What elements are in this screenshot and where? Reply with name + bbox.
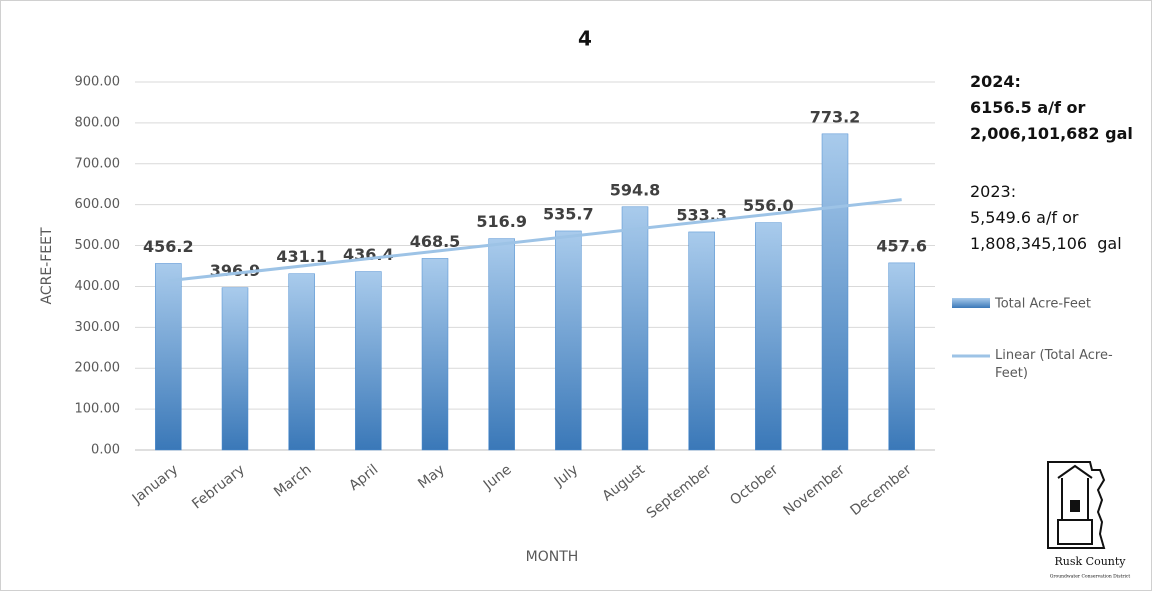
- logo-name: Rusk County: [1054, 555, 1126, 568]
- x-tick-label: September: [644, 462, 715, 522]
- bar: [688, 231, 715, 451]
- y-tick-label: 900.00: [75, 75, 121, 90]
- x-tick-label: July: [551, 462, 581, 491]
- y-tick-label: 800.00: [75, 115, 121, 130]
- y-tick-label: 700.00: [75, 156, 121, 171]
- x-tick-label: August: [599, 461, 648, 504]
- legend-label: Total Acre-Feet: [994, 297, 1091, 312]
- trendline: [168, 198, 902, 283]
- bar: [555, 230, 582, 451]
- annotation: 2,006,101,682 gal: [970, 124, 1133, 143]
- y-tick-label: 0.00: [91, 443, 120, 458]
- x-tick-label: June: [480, 462, 515, 494]
- legend-swatch: [952, 298, 990, 308]
- logo-subtitle: Groundwater Conservation District: [1050, 574, 1131, 580]
- data-label: 594.8: [610, 180, 661, 199]
- annotation: 5,549.6 a/f or: [970, 208, 1079, 227]
- y-tick-label: 500.00: [75, 238, 121, 253]
- x-tick-label: April: [346, 462, 381, 494]
- x-tick-label: November: [781, 462, 848, 520]
- chart-title: 4: [578, 27, 592, 51]
- bar: [621, 206, 649, 451]
- logo: Rusk County Groundwater Conservation Dis…: [1047, 461, 1131, 580]
- y-axis-label: ACRE-FEET: [39, 227, 55, 304]
- annotation: 2023:: [970, 182, 1017, 201]
- bar: [421, 258, 449, 451]
- bar: [155, 263, 182, 451]
- legend-label: Linear (Total Acre-Feet): [995, 348, 1113, 381]
- data-label: 456.2: [143, 237, 194, 256]
- x-axis-label: MONTH: [526, 549, 579, 565]
- x-tick-label: May: [415, 462, 448, 492]
- bar: [488, 238, 515, 451]
- y-tick-label: 300.00: [75, 320, 121, 335]
- data-label: 556.0: [743, 196, 794, 215]
- y-tick-label: 400.00: [75, 279, 121, 294]
- annotation: 1,808,345,106 gal: [970, 234, 1122, 253]
- x-tick-label: December: [848, 462, 915, 519]
- bar: [355, 271, 382, 451]
- bar: [821, 133, 849, 451]
- data-label: 457.6: [876, 236, 927, 255]
- x-tick-label: March: [271, 462, 314, 501]
- bar: [221, 287, 249, 451]
- data-label: 431.1: [276, 247, 327, 266]
- data-label: 468.5: [410, 232, 461, 251]
- y-tick-label: 600.00: [75, 197, 121, 212]
- data-label: 535.7: [543, 204, 594, 223]
- y-tick-label: 200.00: [75, 361, 121, 376]
- data-label: 516.9: [476, 212, 527, 231]
- data-label: 773.2: [810, 107, 861, 126]
- bar: [755, 222, 782, 451]
- bar: [888, 262, 915, 451]
- y-tick-label: 100.00: [75, 402, 121, 417]
- x-tick-label: February: [189, 462, 248, 513]
- x-tick-label: October: [727, 462, 781, 509]
- annotation: 2024:: [970, 72, 1021, 91]
- bar: [288, 273, 315, 451]
- x-tick-label: January: [129, 462, 181, 508]
- annotation: 6156.5 a/f or: [970, 98, 1086, 117]
